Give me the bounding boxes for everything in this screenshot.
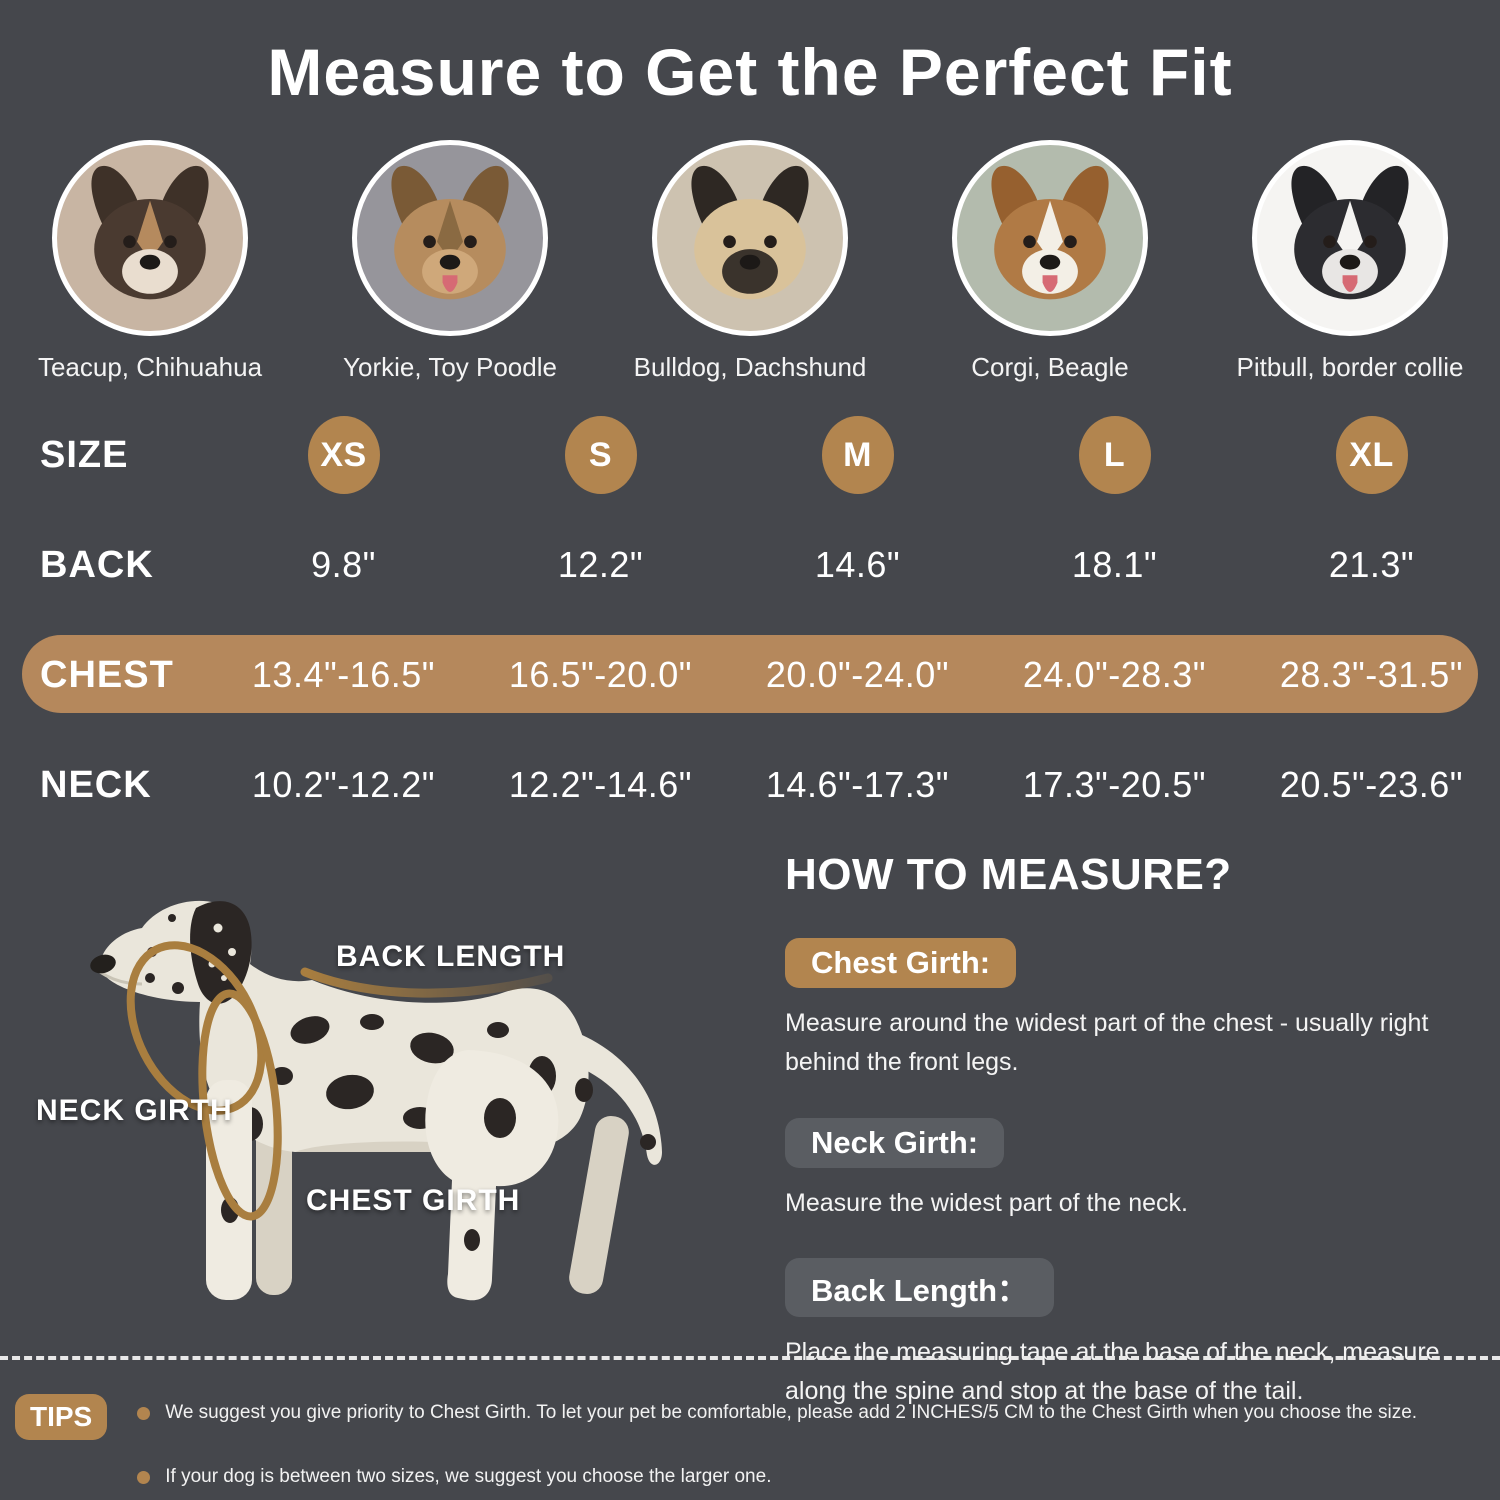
size-badge-xl: XL bbox=[1335, 416, 1408, 494]
tip-text: We suggest you give priority to Chest Gi… bbox=[165, 1402, 1418, 1423]
tips-list: We suggest you give priority to Chest Gi… bbox=[137, 1392, 1500, 1488]
row-header-size: SIZE bbox=[40, 433, 129, 476]
how-to-measure-heading: HOW TO MEASURE? bbox=[785, 850, 1232, 899]
breed-label: Pitbull, border collie bbox=[1236, 352, 1464, 382]
dog-photo-chihuahua bbox=[52, 140, 248, 336]
table-row-back: BACK 9.8" 12.2" 14.6" 18.1" 21.3" bbox=[0, 510, 1500, 620]
row-header-neck: NECK bbox=[40, 763, 152, 806]
tip-text: If your dog is between two sizes, we sug… bbox=[165, 1466, 772, 1487]
size-badge-m: M bbox=[821, 416, 894, 494]
table-cell: 28.3"-31.5" bbox=[1279, 654, 1464, 695]
bullet-icon bbox=[137, 1470, 151, 1484]
table-cell: 24.0"-28.3" bbox=[1022, 654, 1207, 695]
breed-label: Teacup, Chihuahua bbox=[37, 352, 263, 382]
breed-cell: Teacup, Chihuahua bbox=[0, 140, 300, 383]
dog-photo-yorkie bbox=[352, 140, 548, 336]
dog-photo-border-collie bbox=[1252, 140, 1448, 336]
table-cell: 20.0"-24.0" bbox=[765, 654, 950, 695]
table-cell: 10.2"-12.2" bbox=[251, 764, 436, 805]
table-cell: 14.6" bbox=[814, 544, 901, 585]
tips-section: TIPS We suggest you give priority to Che… bbox=[15, 1392, 1500, 1488]
table-cell: 21.3" bbox=[1328, 544, 1415, 585]
tips-badge: TIPS bbox=[15, 1394, 108, 1440]
tip-item: We suggest you give priority to Chest Gi… bbox=[137, 1402, 1500, 1424]
breed-label: Corgi, Beagle bbox=[971, 352, 1129, 382]
table-cell: 20.5"-23.6" bbox=[1279, 764, 1464, 805]
dashed-divider bbox=[0, 1356, 1500, 1360]
measurement-diagram: BACK LENGTH NECK GIRTH CHEST GIRTH bbox=[0, 880, 780, 1330]
breed-row: Teacup, Chihuahua Yorkie, Toy Poodle Bul… bbox=[0, 140, 1500, 383]
table-row-size: SIZE XS S M L XL bbox=[0, 400, 1500, 510]
breed-cell: Corgi, Beagle bbox=[900, 140, 1200, 383]
table-cell: 17.3"-20.5" bbox=[1022, 764, 1207, 805]
table-cell: 12.2"-14.6" bbox=[508, 764, 693, 805]
table-cell: 16.5"-20.0" bbox=[508, 654, 693, 695]
breed-cell: Bulldog, Dachshund bbox=[600, 140, 900, 383]
chest-girth-instructions: Measure around the widest part of the ch… bbox=[785, 1009, 1429, 1076]
breed-cell: Yorkie, Toy Poodle bbox=[300, 140, 600, 383]
chest-girth-label: CHEST GIRTH bbox=[306, 1184, 521, 1217]
size-table: SIZE XS S M L XL BACK 9.8" 12.2" 14.6" 1… bbox=[0, 400, 1500, 840]
neck-girth-instructions: Measure the widest part of the neck. bbox=[785, 1188, 1188, 1217]
table-cell: 18.1" bbox=[1071, 544, 1158, 585]
size-badge-s: S bbox=[564, 416, 637, 494]
breed-label: Bulldog, Dachshund bbox=[633, 352, 867, 382]
table-cell: 9.8" bbox=[311, 544, 376, 585]
size-badge-xs: XS bbox=[307, 416, 380, 494]
breed-cell: Pitbull, border collie bbox=[1200, 140, 1500, 383]
neck-girth-pill: Neck Girth: bbox=[785, 1117, 1005, 1168]
page-title: Measure to Get the Perfect Fit bbox=[267, 35, 1233, 109]
table-row-chest: CHEST 13.4"-16.5" 16.5"-20.0" 20.0"-24.0… bbox=[0, 620, 1500, 730]
table-cell: 12.2" bbox=[557, 544, 644, 585]
bullet-icon bbox=[137, 1406, 151, 1420]
size-badge-l: L bbox=[1078, 416, 1151, 494]
table-cell: 14.6"-17.3" bbox=[765, 764, 950, 805]
table-row-neck: NECK 10.2"-12.2" 12.2"-14.6" 14.6"-17.3"… bbox=[0, 730, 1500, 840]
tip-item: If your dog is between two sizes, we sug… bbox=[137, 1466, 1500, 1488]
row-header-chest: CHEST bbox=[40, 653, 174, 696]
breed-label: Yorkie, Toy Poodle bbox=[343, 352, 557, 382]
dog-photo-pug bbox=[652, 140, 848, 336]
back-length-pill: Back Length： bbox=[785, 1258, 1055, 1318]
how-to-measure-section: HOW TO MEASURE? Chest Girth: Measure aro… bbox=[785, 850, 1485, 1447]
dalmatian-illustration bbox=[90, 900, 662, 1301]
table-cell: 13.4"-16.5" bbox=[251, 654, 436, 695]
row-header-back: BACK bbox=[40, 543, 154, 586]
dog-photo-beagle bbox=[952, 140, 1148, 336]
back-length-instructions: Place the measuring tape at the base of … bbox=[785, 1338, 1440, 1405]
chest-girth-pill: Chest Girth: bbox=[785, 938, 1017, 988]
back-length-label: BACK LENGTH bbox=[336, 940, 566, 973]
neck-girth-label: NECK GIRTH bbox=[36, 1094, 233, 1127]
